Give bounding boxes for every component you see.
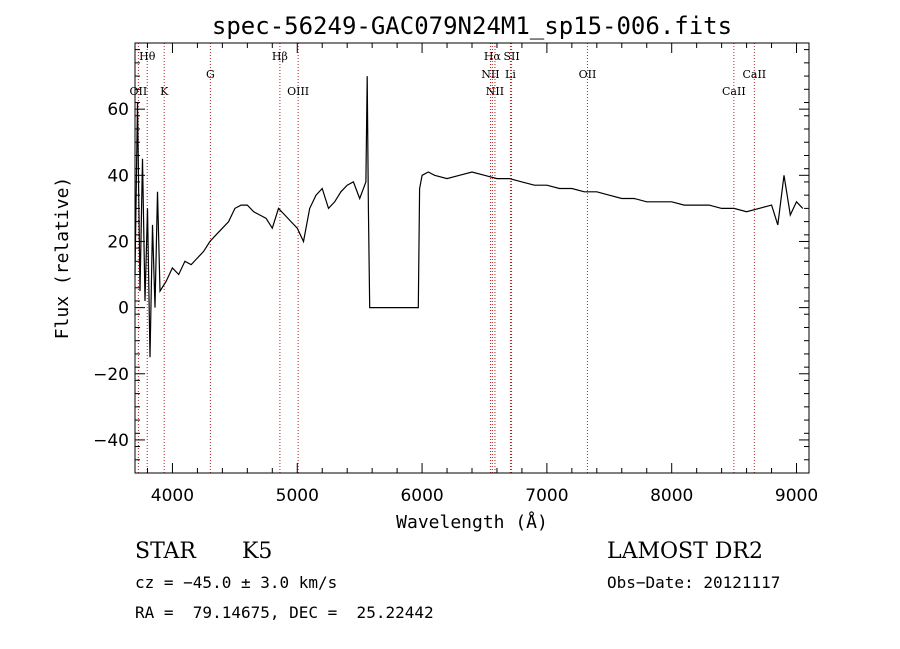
spectral-line-label: Hβ <box>272 50 288 63</box>
spectral-line-label: K <box>160 85 169 98</box>
object-class: STAR <box>135 539 196 564</box>
spectral-line-label: Hθ <box>139 50 156 63</box>
spectrum-series <box>134 76 804 358</box>
y-axis-label: Flux (relative) <box>52 177 73 340</box>
spectral-line-label: OII <box>579 68 597 81</box>
spectral-line-label: Hα <box>484 50 502 63</box>
y-tick-label: −20 <box>93 365 129 385</box>
spectral-line-label: SII <box>503 50 519 63</box>
observation-date: Obs−Date: 20121117 <box>607 573 781 592</box>
spectral-line-label: OIII <box>287 85 309 98</box>
x-tick-label: 8000 <box>650 486 693 506</box>
x-tick-label: 4000 <box>151 486 194 506</box>
velocity-readout: cz = −45.0 ± 3.0 km/s <box>135 573 338 592</box>
coordinates-readout: RA = 79.14675, DEC = 25.22442 <box>135 603 434 622</box>
y-tick-label: 60 <box>107 100 129 120</box>
y-tick-label: 40 <box>107 166 129 186</box>
spectral-line-label: CaII <box>722 85 746 98</box>
y-tick-label: 0 <box>118 299 129 319</box>
x-tick-label: 5000 <box>276 486 319 506</box>
spectral-line-label: CaII <box>742 68 766 81</box>
spectral-line-markers: Hθ OII K G Hβ OIII Hα NII NII SII Li OII CaII CaII <box>130 43 766 473</box>
spectral-line-label: G <box>206 68 215 81</box>
x-tick-label: 9000 <box>775 486 818 506</box>
y-tick-label: 20 <box>107 232 129 252</box>
spectral-line-label: NII <box>486 85 504 98</box>
x-axis-label: Wavelength (Å) <box>396 511 548 533</box>
spectrum-line <box>134 76 804 358</box>
spectral-line-label: Li <box>505 68 516 81</box>
y-tick-label: −40 <box>93 431 129 451</box>
spectral-line-label: NII <box>481 68 499 81</box>
survey-name: LAMOST DR2 <box>607 539 763 564</box>
x-tick-label: 6000 <box>400 486 443 506</box>
chart-title: spec-56249-GAC079N24M1_sp15-006.fits <box>212 12 732 40</box>
x-tick-label: 7000 <box>525 486 568 506</box>
axes: 4000 5000 6000 7000 8000 9000 −40 −20 0 20 40 60 <box>93 43 818 506</box>
spectral-line-label: OII <box>130 85 148 98</box>
plot-frame <box>134 42 810 474</box>
object-subclass: K5 <box>242 539 273 564</box>
